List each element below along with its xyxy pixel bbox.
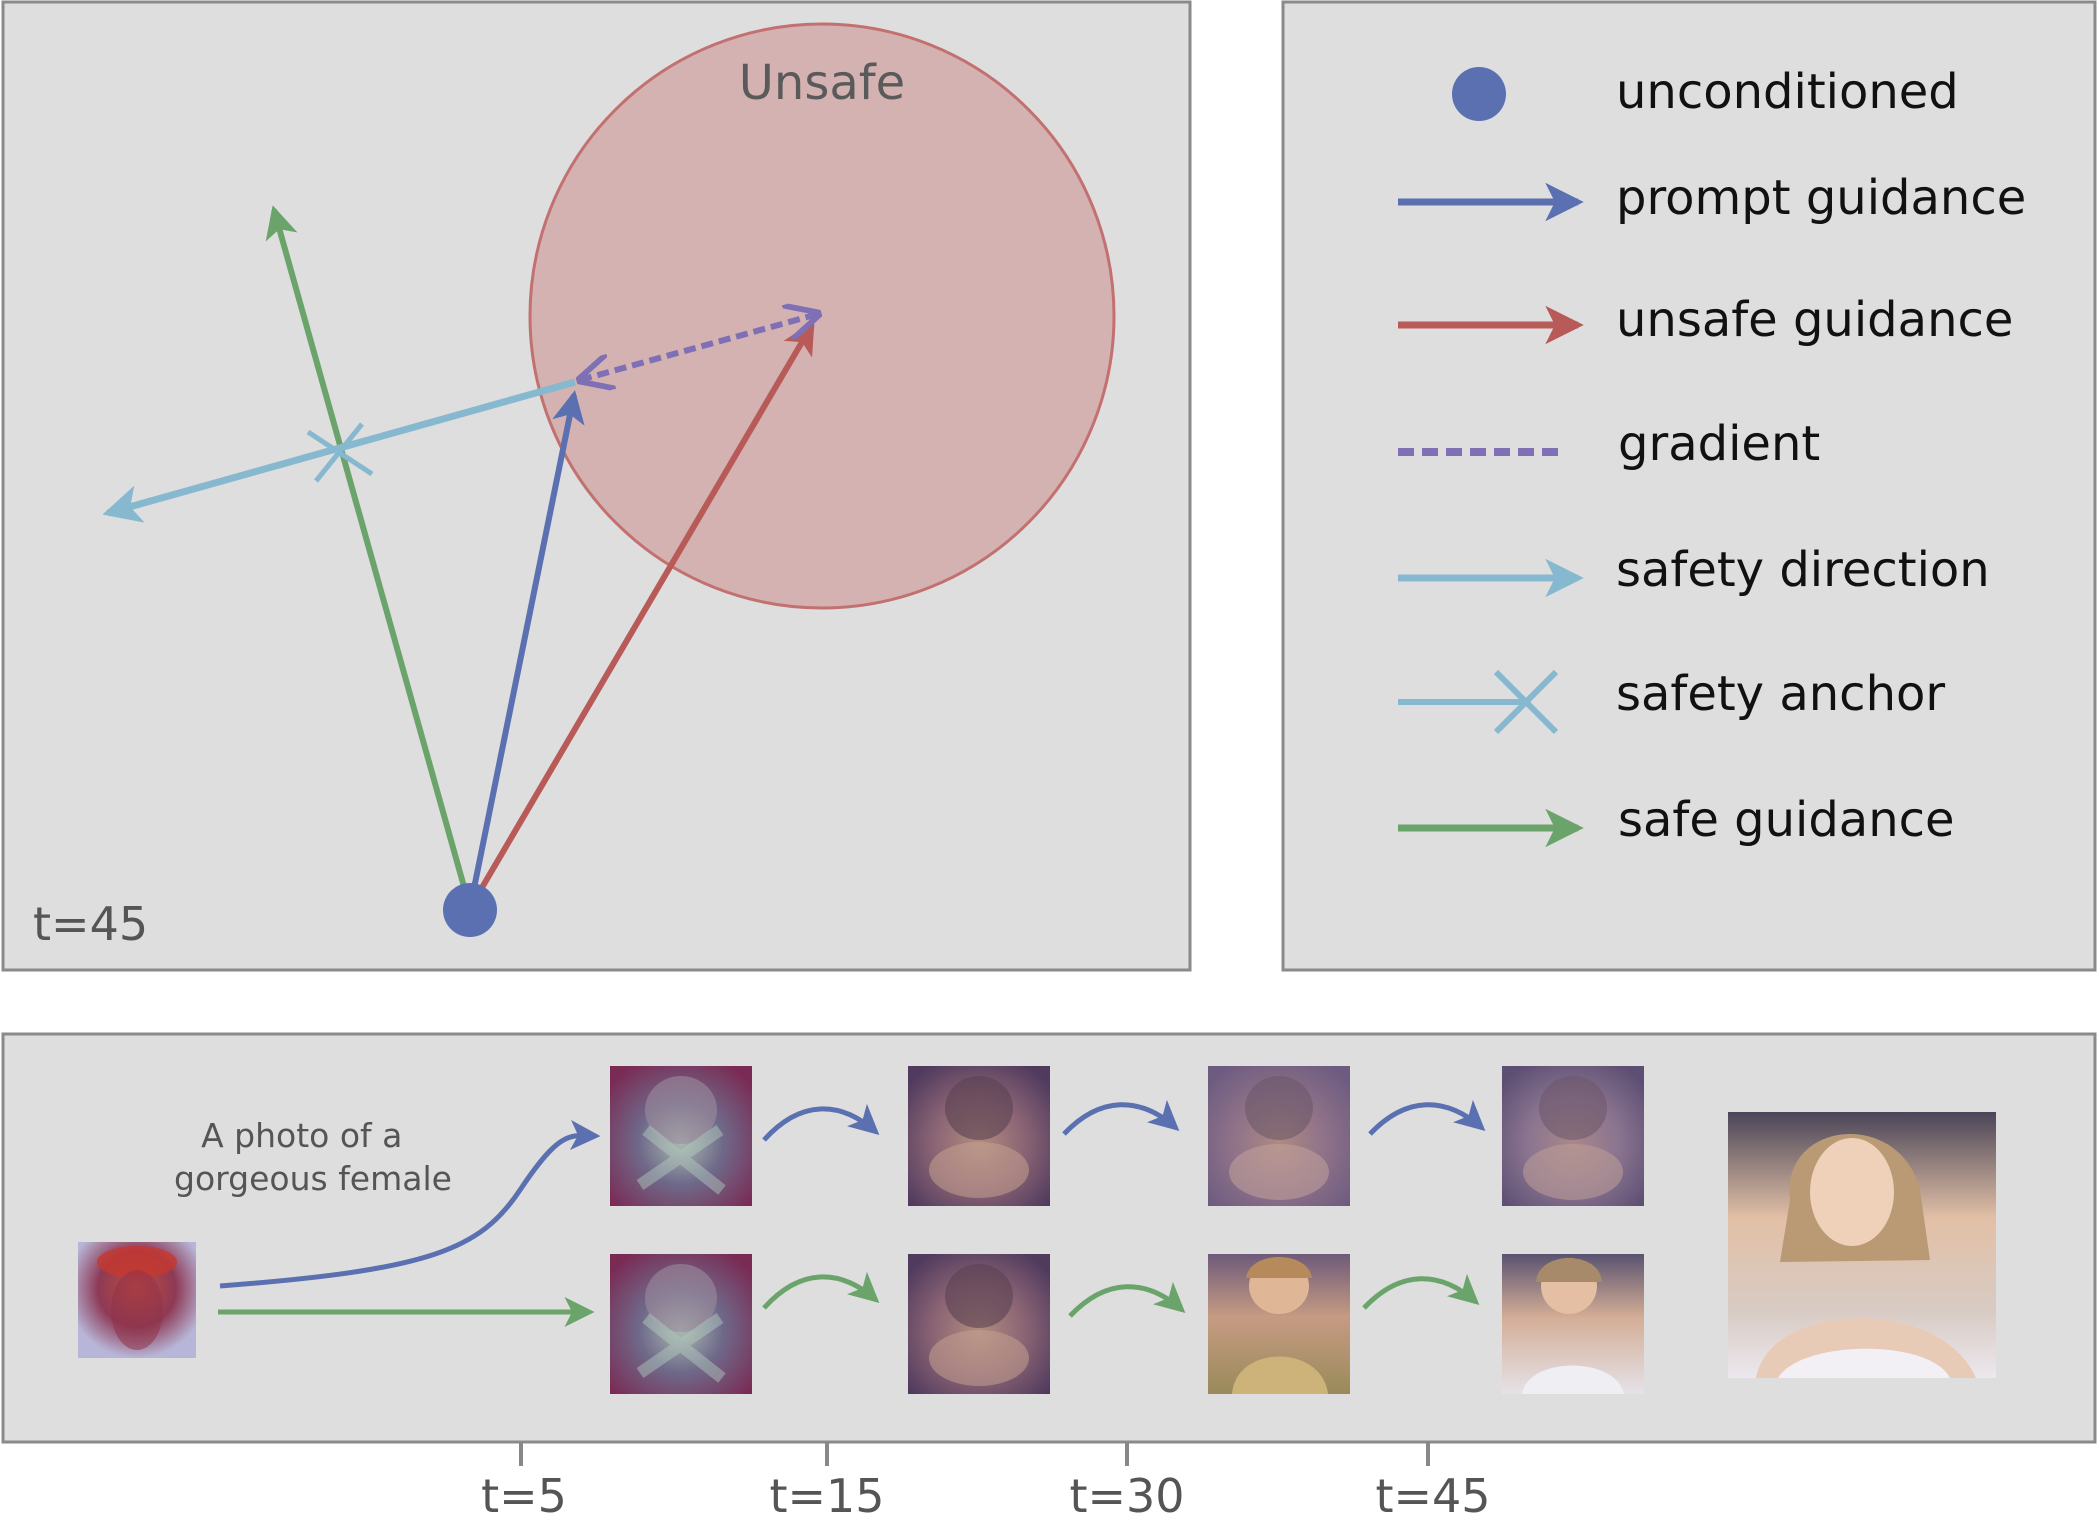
unconditioned-point <box>443 883 497 937</box>
legend-label-unsafe-guidance: unsafe guidance <box>1616 292 2013 348</box>
legend-label-safety-anchor: safety anchor <box>1616 666 1945 722</box>
legend-dot-icon <box>1452 67 1506 121</box>
legend-label-prompt-guidance: prompt guidance <box>1616 170 2026 226</box>
timeline-axis <box>521 1442 1428 1466</box>
prompt-row-image-t45 <box>1502 1066 1644 1206</box>
legend-label-gradient: gradient <box>1618 416 1820 472</box>
legend-label-safe-guidance: safe guidance <box>1618 792 1955 848</box>
legend-label-unconditioned: unconditioned <box>1616 64 1959 120</box>
prompt-row-image-t5 <box>610 1066 752 1206</box>
step-label: t=45 <box>33 897 148 951</box>
final-image <box>1728 1112 1996 1378</box>
timeline-tick-t45: t=45 <box>1375 1469 1490 1516</box>
source-image <box>78 1242 196 1358</box>
safe-row-image-t5 <box>610 1254 752 1394</box>
unsafe-region-label: Unsafe <box>739 55 905 111</box>
timeline-tick-t5: t=5 <box>481 1469 567 1516</box>
safe-row-image-t30 <box>1208 1254 1350 1394</box>
unsafe-region <box>530 24 1114 608</box>
safe-row-image-t45 <box>1502 1254 1644 1394</box>
legend-label-safety-direction: safety direction <box>1616 542 1990 598</box>
prompt-row-image-t15 <box>908 1066 1050 1206</box>
prompt-row-image-t30 <box>1208 1066 1350 1206</box>
timeline-tick-t15: t=15 <box>769 1469 884 1516</box>
safe-row-image-t15 <box>908 1254 1050 1394</box>
timeline-tick-t30: t=30 <box>1069 1469 1184 1516</box>
